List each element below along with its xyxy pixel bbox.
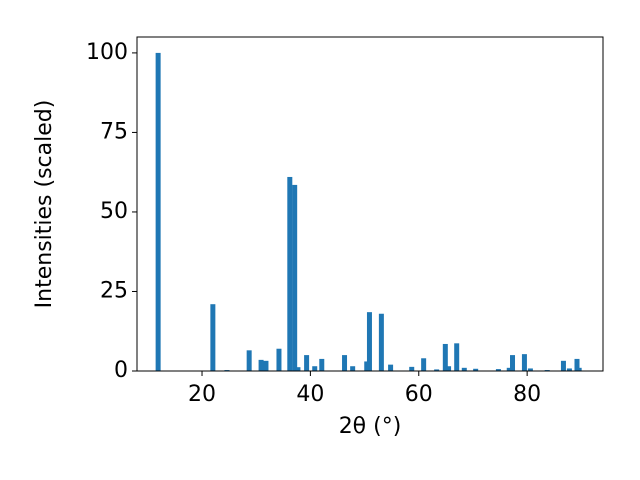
y-tick-label: 25 bbox=[100, 278, 128, 303]
bar bbox=[506, 367, 512, 371]
bar bbox=[576, 367, 582, 371]
y-tick-label: 50 bbox=[100, 199, 128, 224]
bar bbox=[292, 184, 298, 371]
bar bbox=[287, 176, 293, 371]
bar bbox=[378, 313, 384, 371]
x-axis-label: 2θ (°) bbox=[339, 414, 402, 439]
bar bbox=[388, 364, 394, 371]
bar bbox=[350, 366, 356, 371]
bar bbox=[263, 360, 269, 371]
plot-frame bbox=[136, 36, 604, 372]
bar bbox=[495, 369, 501, 371]
bar bbox=[421, 358, 427, 371]
bar bbox=[574, 358, 580, 371]
bar bbox=[304, 355, 310, 371]
bar bbox=[434, 369, 440, 371]
bar bbox=[454, 343, 460, 371]
bar bbox=[295, 367, 301, 371]
bar bbox=[246, 350, 252, 371]
bar bbox=[442, 343, 448, 371]
bar bbox=[510, 355, 516, 371]
bar bbox=[312, 366, 318, 371]
bar bbox=[366, 312, 372, 371]
y-tick-label: 0 bbox=[114, 358, 128, 383]
bar bbox=[446, 366, 452, 371]
x-tick-label: 80 bbox=[513, 382, 541, 407]
bar bbox=[319, 358, 325, 371]
bar bbox=[527, 368, 533, 371]
y-tick-label: 75 bbox=[100, 119, 128, 144]
bar bbox=[258, 359, 264, 371]
bar bbox=[566, 368, 572, 371]
bar bbox=[210, 304, 216, 371]
y-axis-label: Intensities (scaled) bbox=[32, 100, 57, 309]
bar bbox=[155, 52, 161, 372]
bar bbox=[521, 354, 527, 371]
bar bbox=[342, 355, 348, 371]
bar bbox=[473, 368, 479, 371]
y-tick-label: 100 bbox=[86, 40, 128, 65]
bar bbox=[560, 360, 566, 371]
bar bbox=[276, 348, 282, 371]
x-tick-label: 60 bbox=[405, 382, 433, 407]
bar bbox=[364, 361, 370, 371]
bar bbox=[409, 366, 415, 371]
x-tick-label: 20 bbox=[188, 382, 216, 407]
x-tick-label: 40 bbox=[296, 382, 324, 407]
bar bbox=[461, 367, 467, 371]
